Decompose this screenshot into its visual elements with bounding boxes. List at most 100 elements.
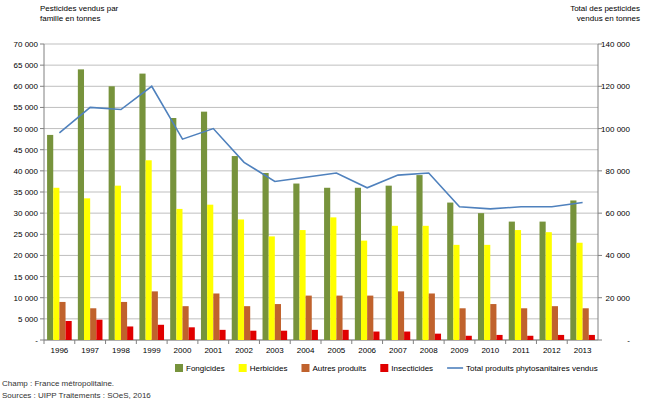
bar xyxy=(176,209,182,340)
bar xyxy=(269,236,275,340)
bar xyxy=(496,335,502,340)
y-tick-label: 60 000 xyxy=(14,82,39,91)
legend-swatch xyxy=(175,364,183,372)
bar xyxy=(466,336,472,340)
x-tick-label: 2003 xyxy=(266,346,284,355)
y-tick-label: 65 000 xyxy=(14,61,39,70)
x-tick-label: 2008 xyxy=(420,346,438,355)
bar xyxy=(170,118,176,340)
grid-line xyxy=(44,170,598,171)
bar xyxy=(139,74,145,340)
bar xyxy=(373,332,379,340)
bar xyxy=(53,188,59,340)
bar xyxy=(392,226,398,340)
bar xyxy=(59,302,65,340)
bar xyxy=(540,222,546,340)
bar xyxy=(207,205,213,340)
bar xyxy=(546,232,552,340)
bar xyxy=(232,156,238,340)
y-tick xyxy=(40,318,44,319)
y-tick xyxy=(40,297,44,298)
bar xyxy=(250,331,256,340)
y2-tick xyxy=(598,297,602,298)
legend-label: Fongicides xyxy=(186,364,225,373)
x-tick-label: 2011 xyxy=(512,346,530,355)
y-tick-label: 5 000 xyxy=(18,315,39,324)
x-tick-label: 1996 xyxy=(50,346,68,355)
y-tick-label: 35 000 xyxy=(14,188,39,197)
grid-line xyxy=(44,107,598,108)
bar xyxy=(490,304,496,340)
y2-tick xyxy=(598,340,602,341)
bar xyxy=(343,330,349,340)
bar xyxy=(416,175,422,340)
y-tick-label: 30 000 xyxy=(14,209,39,218)
x-tick xyxy=(321,340,322,344)
bar xyxy=(460,308,466,340)
x-tick-label: 2001 xyxy=(204,346,222,355)
y-tick xyxy=(40,255,44,256)
y-tick-label: 10 000 xyxy=(14,294,39,303)
y2-tick-label: 20 000 xyxy=(606,294,631,303)
bar xyxy=(330,217,336,340)
bar xyxy=(367,296,373,340)
legend-label: Herbicides xyxy=(250,364,288,373)
bar xyxy=(404,332,410,340)
x-tick-label: 1999 xyxy=(143,346,161,355)
y-tick-label: 20 000 xyxy=(14,251,39,260)
bar xyxy=(429,293,435,340)
x-tick-label: 2002 xyxy=(235,346,253,355)
x-tick-label: 2013 xyxy=(574,346,592,355)
y-tick-label: 25 000 xyxy=(14,230,39,239)
bar xyxy=(583,308,589,340)
bar xyxy=(219,330,225,340)
x-tick-label: 2012 xyxy=(543,346,561,355)
x-tick xyxy=(74,340,75,344)
y2-tick xyxy=(598,255,602,256)
y-tick xyxy=(40,65,44,66)
x-tick xyxy=(505,340,506,344)
grid-line xyxy=(44,192,598,193)
bar xyxy=(423,226,429,340)
x-tick xyxy=(290,340,291,344)
y-tick-label: 15 000 xyxy=(14,273,39,282)
y2-tick-label: - xyxy=(627,336,630,345)
bar xyxy=(398,291,404,340)
x-tick-label: 2007 xyxy=(389,346,407,355)
y2-tick xyxy=(598,170,602,171)
y-tick xyxy=(40,86,44,87)
x-tick xyxy=(351,340,352,344)
x-tick xyxy=(197,340,198,344)
bar xyxy=(293,184,299,340)
bar xyxy=(552,306,558,340)
y-tick-label: 45 000 xyxy=(14,146,39,155)
legend-swatch xyxy=(301,364,309,372)
x-tick-label: 2000 xyxy=(174,346,192,355)
bar xyxy=(515,230,521,340)
y-tick xyxy=(40,149,44,150)
y-axis-title: Pesticides vendus parfamille en tonnes xyxy=(40,4,119,23)
y2-tick-label: 140 000 xyxy=(601,40,630,49)
bar xyxy=(121,302,127,340)
y-tick-label: 40 000 xyxy=(14,167,39,176)
legend-swatch xyxy=(447,367,463,369)
y2-tick-label: 120 000 xyxy=(601,82,630,91)
y-tick xyxy=(40,276,44,277)
y2-tick-label: 100 000 xyxy=(601,125,630,134)
bar xyxy=(213,293,219,340)
x-tick xyxy=(536,340,537,344)
x-tick-label: 2010 xyxy=(481,346,499,355)
plot-area xyxy=(47,69,595,340)
grid-line xyxy=(44,44,598,45)
bar xyxy=(158,325,164,340)
y-tick-label: 55 000 xyxy=(14,103,39,112)
y2-axis-title: Total des pesticidesvendus en tonnes xyxy=(570,4,640,23)
bar xyxy=(78,69,84,340)
bar xyxy=(127,326,133,340)
bar xyxy=(281,331,287,340)
x-tick xyxy=(567,340,568,344)
grid-line xyxy=(44,65,598,66)
grid-line xyxy=(44,149,598,150)
y-tick xyxy=(40,234,44,235)
bar xyxy=(361,241,367,340)
